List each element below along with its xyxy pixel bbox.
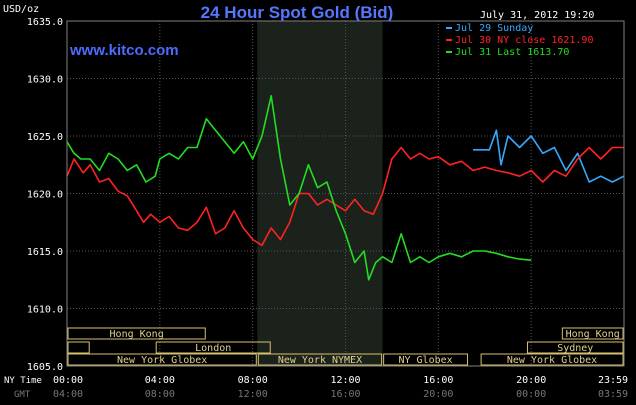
session-bar: [257, 353, 383, 366]
chart-title: 24 Hour Spot Gold (Bid): [201, 3, 394, 22]
series-line: [66, 146, 624, 247]
y-tick-label: 1615.0: [27, 247, 63, 258]
session-bar: [480, 353, 624, 366]
session-label: Hong Kong: [110, 329, 164, 340]
series-line: [66, 95, 532, 281]
legend-entry: Jul 31 Last 1613.70: [455, 47, 569, 58]
x-tick-label-gmt: 08:00: [145, 389, 175, 400]
series-lines: [66, 95, 625, 281]
legend-entry: Jul 29 Sunday: [455, 23, 533, 34]
y-tick-label: 1625.0: [27, 132, 63, 143]
x-tick-label-ny: 08:00: [238, 375, 268, 386]
x-tick-label-gmt: 03:59: [598, 389, 628, 400]
x-tick-label-gmt: 16:00: [330, 389, 360, 400]
session-label: New York Globex: [117, 355, 207, 366]
session-label: NY Globex: [398, 355, 452, 366]
x-tick-label-ny: 16:00: [423, 375, 453, 386]
date-label: July 31, 2012 19:20: [480, 10, 594, 21]
x-tick-label-gmt: 20:00: [423, 389, 453, 400]
session-bar: [67, 353, 257, 366]
session-bar: [67, 327, 206, 340]
session-label: Sydney: [557, 343, 593, 354]
x-row2-label: GMT: [14, 390, 31, 400]
x-axis: NY Time GMT 00:00 04:00 08:00 12:00 16:00 20:…: [4, 375, 628, 400]
unit-label: USD/oz: [3, 4, 39, 15]
x-tick-label-ny: 20:00: [516, 375, 546, 386]
y-tick-label: 1630.0: [27, 75, 63, 86]
plot-border: [66, 20, 625, 367]
y-tick-label: 1605.0: [27, 362, 63, 373]
session-label: New York Globex: [507, 355, 597, 366]
series-line: [473, 129, 625, 183]
x-tick-label-ny: 00:00: [53, 375, 83, 386]
x-row1-label: NY Time: [4, 376, 42, 386]
y-axis: 1635.0 1630.0 1625.0 1620.0 1615.0 1610.0 1605…: [27, 17, 63, 373]
y-tick-label: 1620.0: [27, 190, 63, 201]
x-tick-label-ny: 12:00: [330, 375, 360, 386]
y-tick-label: 1635.0: [27, 17, 63, 28]
session-bar: [67, 341, 90, 354]
x-tick-label-gmt: 12:00: [238, 389, 268, 400]
session-bar: [383, 353, 469, 366]
session-bar: [561, 327, 624, 340]
watermark: www.kitco.com: [69, 42, 179, 59]
session-label: Hong Kong: [566, 329, 620, 340]
legend-entry: Jul 30 NY close 1621.90: [455, 35, 593, 46]
y-tick-label: 1610.0: [27, 305, 63, 316]
x-tick-label-gmt: 00:00: [516, 389, 546, 400]
session-label: New York NYMEX: [278, 355, 362, 366]
session-label: London: [195, 343, 231, 354]
x-tick-label-ny: 04:00: [145, 375, 175, 386]
session-bar: [155, 341, 271, 354]
session-bar: [527, 341, 624, 354]
x-tick-label-gmt: 04:00: [53, 389, 83, 400]
x-tick-label-ny: 23:59: [598, 375, 628, 386]
